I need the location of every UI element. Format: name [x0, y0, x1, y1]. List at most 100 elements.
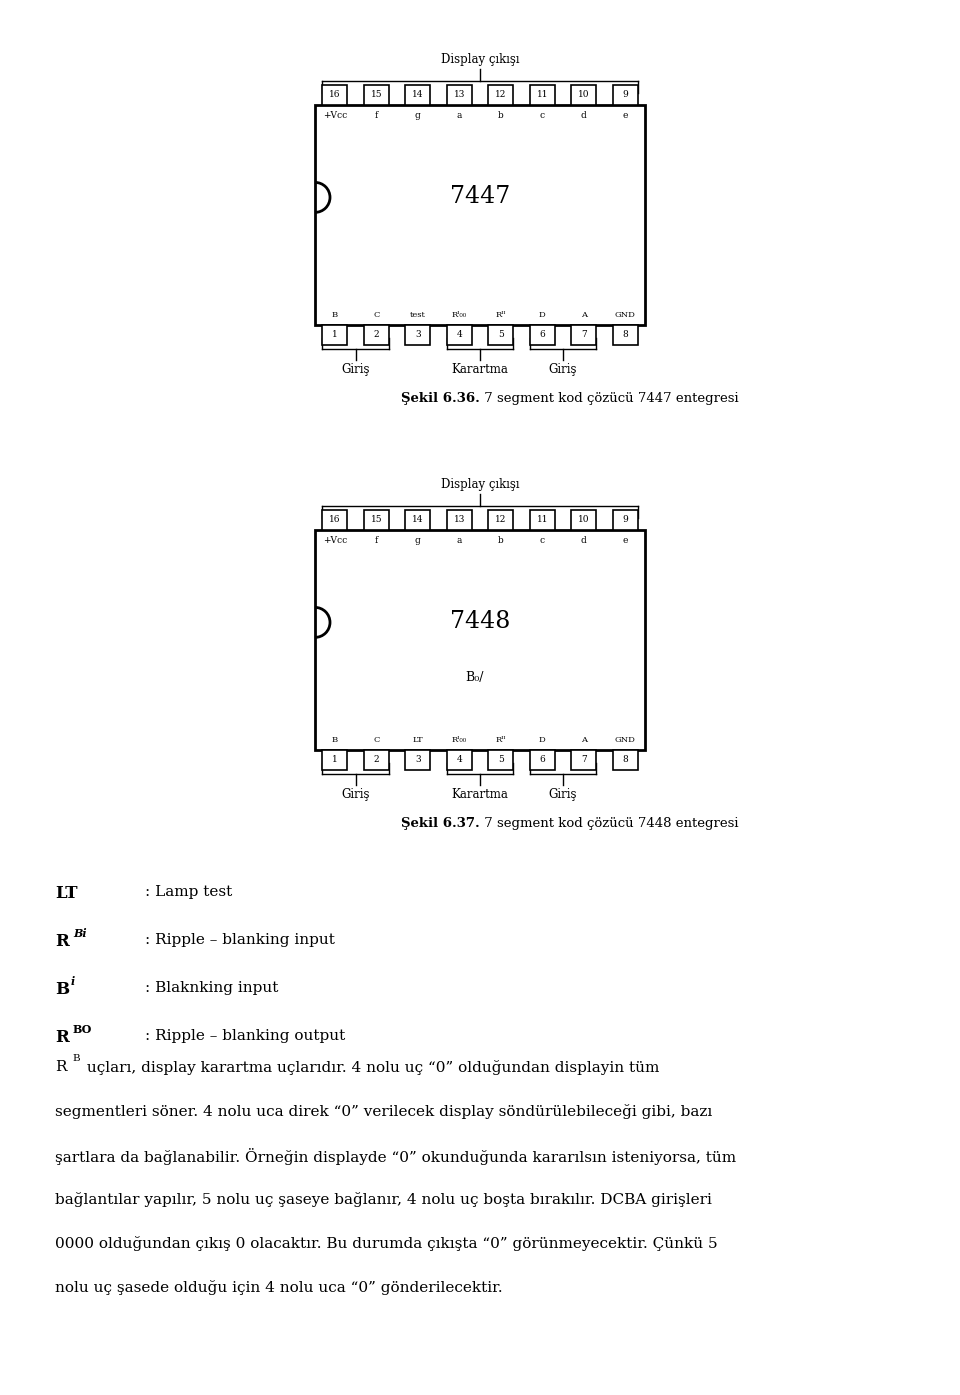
Text: 13: 13 [453, 516, 465, 525]
Bar [571, 85, 596, 105]
Text: d: d [581, 112, 587, 120]
Bar [612, 511, 637, 530]
Text: B₀/: B₀/ [466, 671, 484, 685]
Bar [489, 325, 514, 345]
Bar [405, 325, 430, 345]
Text: 10: 10 [578, 91, 589, 99]
Text: BO: BO [73, 1024, 92, 1035]
Bar [446, 85, 471, 105]
Text: 13: 13 [453, 91, 465, 99]
Text: LT: LT [55, 884, 78, 903]
Bar [364, 85, 389, 105]
Bar [571, 511, 596, 530]
Text: c: c [540, 536, 544, 545]
Text: g: g [415, 536, 420, 545]
Text: 1: 1 [332, 331, 338, 339]
Text: 6: 6 [540, 756, 545, 764]
Text: Rᴵ₀₀: Rᴵ₀₀ [452, 311, 467, 319]
Text: uçları, display karartma uçlarıdır. 4 nolu uç “0” olduğundan displayin tüm: uçları, display karartma uçlarıdır. 4 no… [82, 1060, 660, 1076]
Text: 7447: 7447 [450, 186, 510, 208]
Bar [364, 751, 389, 770]
Text: e: e [622, 536, 628, 545]
Text: B: B [332, 737, 338, 744]
Text: GND: GND [614, 737, 636, 744]
Text: LT: LT [413, 737, 423, 744]
Bar [489, 511, 514, 530]
Bar [405, 751, 430, 770]
Bar [530, 85, 555, 105]
Bar [489, 85, 514, 105]
Text: f: f [374, 112, 378, 120]
Text: 16: 16 [329, 516, 341, 525]
Text: B: B [55, 981, 69, 997]
Text: B: B [332, 311, 338, 319]
Text: +Vcc: +Vcc [323, 112, 347, 120]
Text: C: C [373, 737, 379, 744]
Text: A: A [581, 737, 587, 744]
Text: B: B [72, 1055, 80, 1063]
Text: b: b [498, 536, 504, 545]
Text: 2: 2 [373, 756, 379, 764]
Text: 11: 11 [537, 516, 548, 525]
Text: 3: 3 [415, 331, 420, 339]
Text: : Ripple – blanking input: : Ripple – blanking input [145, 933, 335, 947]
Bar [446, 325, 471, 345]
Bar [364, 325, 389, 345]
Text: 5: 5 [498, 331, 504, 339]
Text: nolu uç şasede olduğu için 4 nolu uca “0” gönderilecektir.: nolu uç şasede olduğu için 4 nolu uca “0… [55, 1281, 503, 1295]
Text: 15: 15 [371, 91, 382, 99]
Text: segmentleri söner. 4 nolu uca direk “0” verilecek display söndürülebileceği gibi: segmentleri söner. 4 nolu uca direk “0” … [55, 1103, 712, 1119]
Text: 1: 1 [332, 756, 338, 764]
Text: 7: 7 [581, 756, 587, 764]
Bar [446, 751, 471, 770]
Text: 7 segment kod çözücü 7447 entegresi: 7 segment kod çözücü 7447 entegresi [480, 392, 738, 405]
Text: 8: 8 [622, 756, 628, 764]
Text: 7: 7 [581, 331, 587, 339]
Text: Rᴵ₀₀: Rᴵ₀₀ [452, 737, 467, 744]
Bar [323, 751, 348, 770]
Text: e: e [622, 112, 628, 120]
Text: şartlara da bağlanabilir. Örneğin displayde “0” okunduğunda kararılsın isteniyor: şartlara da bağlanabilir. Örneğin displa… [55, 1148, 736, 1165]
Text: 16: 16 [329, 91, 341, 99]
Text: Karartma: Karartma [451, 363, 509, 377]
Text: Giriş: Giriş [549, 788, 577, 801]
Text: d: d [581, 536, 587, 545]
Text: 4: 4 [456, 331, 462, 339]
Text: 7 segment kod çözücü 7448 entegresi: 7 segment kod çözücü 7448 entegresi [480, 817, 738, 830]
Bar [446, 511, 471, 530]
Text: 14: 14 [412, 516, 423, 525]
Text: +Vcc: +Vcc [323, 536, 347, 545]
Bar [530, 751, 555, 770]
Text: 11: 11 [537, 91, 548, 99]
Bar [530, 511, 555, 530]
Text: 4: 4 [456, 756, 462, 764]
Text: Display çıkışı: Display çıkışı [441, 478, 519, 491]
Text: 9: 9 [622, 91, 628, 99]
Bar [315, 105, 645, 325]
Text: 7448: 7448 [450, 611, 510, 633]
Bar [612, 85, 637, 105]
Bar [489, 751, 514, 770]
Text: 0000 olduğundan çıkış 0 olacaktır. Bu durumda çıkışta “0” görünmeyecektir. Çünkü: 0000 olduğundan çıkış 0 olacaktır. Bu du… [55, 1236, 718, 1251]
Text: R: R [55, 933, 69, 950]
Text: R: R [55, 1030, 69, 1046]
Text: g: g [415, 112, 420, 120]
Text: 2: 2 [373, 331, 379, 339]
Text: C: C [373, 311, 379, 319]
Bar [612, 751, 637, 770]
Text: GND: GND [614, 311, 636, 319]
Text: D: D [539, 311, 545, 319]
Text: 6: 6 [540, 331, 545, 339]
Text: Şekil 6.36.: Şekil 6.36. [401, 392, 480, 405]
Text: 3: 3 [415, 756, 420, 764]
Bar [315, 530, 645, 751]
Text: : Lamp test: : Lamp test [145, 884, 232, 898]
Text: a: a [457, 536, 462, 545]
Text: Rᴵᴵ: Rᴵᴵ [495, 311, 506, 319]
Text: bağlantılar yapılır, 5 nolu uç şaseye bağlanır, 4 nolu uç boşta bırakılır. DCBA : bağlantılar yapılır, 5 nolu uç şaseye ba… [55, 1191, 712, 1207]
Text: D: D [539, 737, 545, 744]
Bar [405, 511, 430, 530]
Text: i: i [70, 976, 75, 988]
Text: Bi: Bi [73, 928, 86, 939]
Text: Giriş: Giriş [549, 363, 577, 377]
